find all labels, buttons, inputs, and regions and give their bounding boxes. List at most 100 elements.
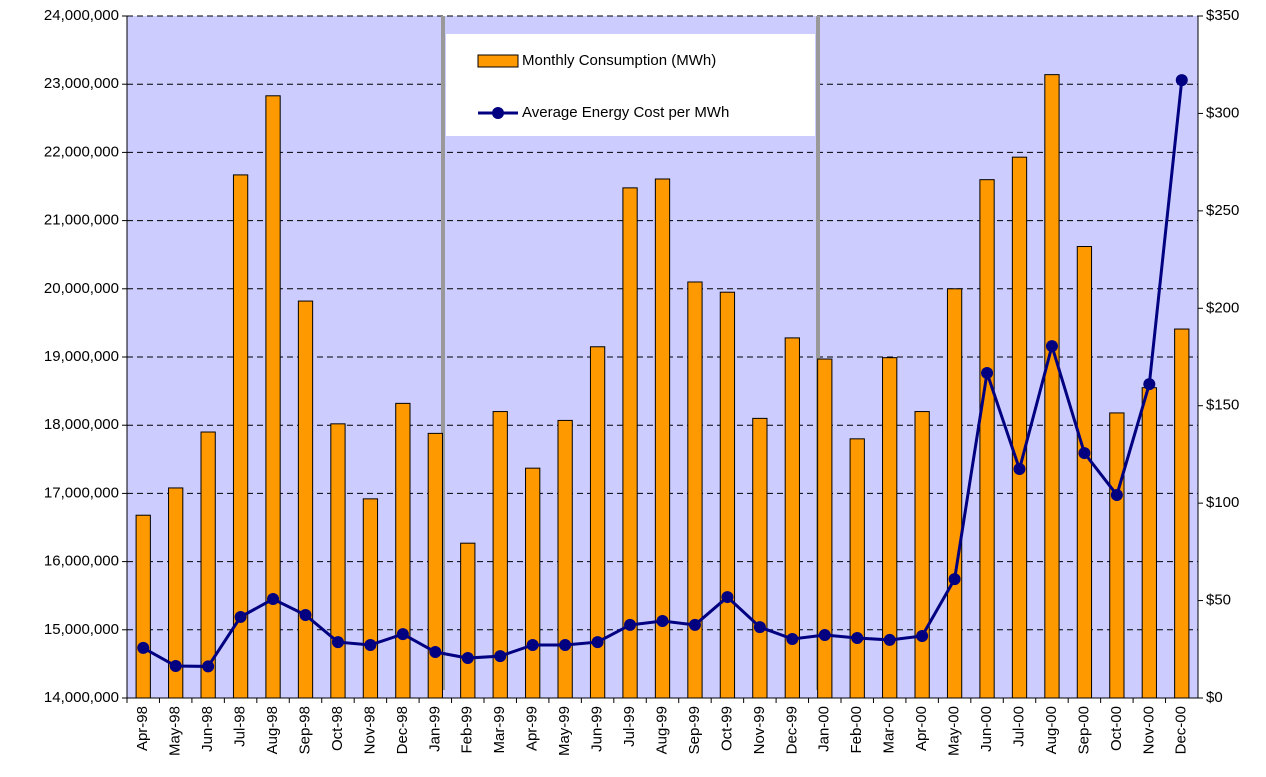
line-point (851, 631, 864, 644)
x-tick-label: May-00 (946, 706, 963, 756)
x-tick-label: Oct-98 (329, 706, 346, 751)
line-point (1013, 463, 1026, 476)
x-tick-label: Sep-98 (296, 706, 313, 754)
line-point (299, 608, 312, 621)
bar (427, 432, 443, 699)
y2-tick-label: $150 (1206, 397, 1239, 414)
y-tick-label: 23,000,000 (44, 75, 119, 92)
bar (135, 514, 151, 699)
line-point (786, 632, 799, 645)
y2-tick-label: $100 (1206, 494, 1239, 511)
bar (557, 419, 573, 699)
legend (446, 34, 815, 136)
line-point (331, 636, 344, 649)
bar (817, 358, 833, 699)
bar (525, 467, 541, 699)
line-point (688, 618, 701, 631)
line-point (916, 630, 929, 643)
y-tick-label: 14,000,000 (44, 689, 119, 706)
line-point (396, 628, 409, 641)
bar (946, 288, 963, 699)
line-point (526, 638, 539, 651)
x-tick-label: Jul-98 (232, 706, 249, 747)
y-tick-label: 18,000,000 (44, 416, 119, 433)
x-tick-label: Dec-00 (1173, 706, 1190, 754)
x-tick-label: Apr-98 (134, 706, 151, 751)
legend-label: Average Energy Cost per MWh (522, 104, 729, 121)
line-point (1143, 378, 1156, 391)
bar (1109, 412, 1125, 699)
line-point (624, 618, 637, 631)
y2-tick-label: $200 (1206, 299, 1239, 316)
x-tick-label: Feb-99 (459, 706, 476, 754)
bar (362, 498, 379, 699)
x-tick-label: Oct-99 (718, 706, 735, 751)
line-point (202, 660, 215, 673)
x-tick-label: Aug-99 (653, 706, 670, 754)
line-point (461, 652, 474, 665)
x-tick-label: Dec-98 (394, 706, 411, 754)
x-tick-label: Nov-98 (361, 706, 378, 754)
bar (882, 357, 898, 699)
legend-swatch (477, 54, 519, 68)
line-point (1078, 447, 1091, 460)
bar (1174, 328, 1190, 699)
line-point (818, 629, 831, 642)
x-tick-label: May-99 (556, 706, 573, 756)
bar (687, 281, 703, 699)
bar (849, 438, 865, 699)
bar (297, 300, 314, 699)
x-tick-label: Jul-99 (621, 706, 638, 747)
x-tick-label: Nov-00 (1140, 706, 1157, 754)
bar (719, 291, 736, 699)
bar (1011, 156, 1028, 699)
x-tick-label: Jun-99 (589, 706, 606, 752)
x-tick-label: Sep-99 (686, 706, 703, 754)
bar (1141, 387, 1157, 699)
y-tick-label: 19,000,000 (44, 348, 119, 365)
line-point (559, 638, 572, 651)
x-tick-label: Oct-00 (1108, 706, 1125, 751)
x-tick-label: Aug-00 (1043, 706, 1060, 754)
line-point (169, 660, 182, 673)
x-tick-label: Apr-00 (913, 706, 930, 751)
line-point (429, 646, 442, 659)
line-point (753, 621, 766, 634)
x-tick-label: Mar-00 (881, 706, 898, 754)
bar (979, 179, 995, 699)
line-point (1045, 340, 1058, 353)
bar (395, 402, 411, 699)
y2-tick-label: $250 (1206, 202, 1239, 219)
x-tick-label: Apr-99 (524, 706, 541, 751)
y-tick-label: 20,000,000 (44, 280, 119, 297)
line-point (267, 593, 280, 606)
line-point (721, 591, 734, 604)
line-point (591, 636, 604, 649)
x-tick-label: Feb-00 (848, 706, 865, 754)
line-point (137, 641, 150, 654)
line-point (883, 633, 896, 646)
y-tick-label: 21,000,000 (44, 212, 119, 229)
line-point (948, 573, 961, 586)
y2-tick-label: $50 (1206, 592, 1231, 609)
legend-label: Monthly Consumption (MWh) (522, 52, 716, 69)
bar (1044, 74, 1060, 699)
line-point (981, 366, 994, 379)
x-tick-label: Jun-00 (978, 706, 995, 752)
x-tick-label: Mar-99 (491, 706, 508, 754)
x-tick-label: Aug-98 (264, 706, 281, 754)
y2-tick-label: $350 (1206, 7, 1239, 24)
line-point (234, 610, 247, 623)
y-tick-label: 22,000,000 (44, 143, 119, 160)
bar (330, 423, 346, 699)
line-point (656, 615, 669, 628)
bar (914, 411, 930, 699)
x-tick-label: Jan-99 (426, 706, 443, 752)
bar (752, 417, 768, 699)
x-tick-label: Jul-00 (1010, 706, 1027, 747)
line-point (494, 650, 507, 663)
y2-tick-label: $300 (1206, 104, 1239, 121)
line-point (364, 638, 377, 651)
line-point (1175, 74, 1188, 87)
